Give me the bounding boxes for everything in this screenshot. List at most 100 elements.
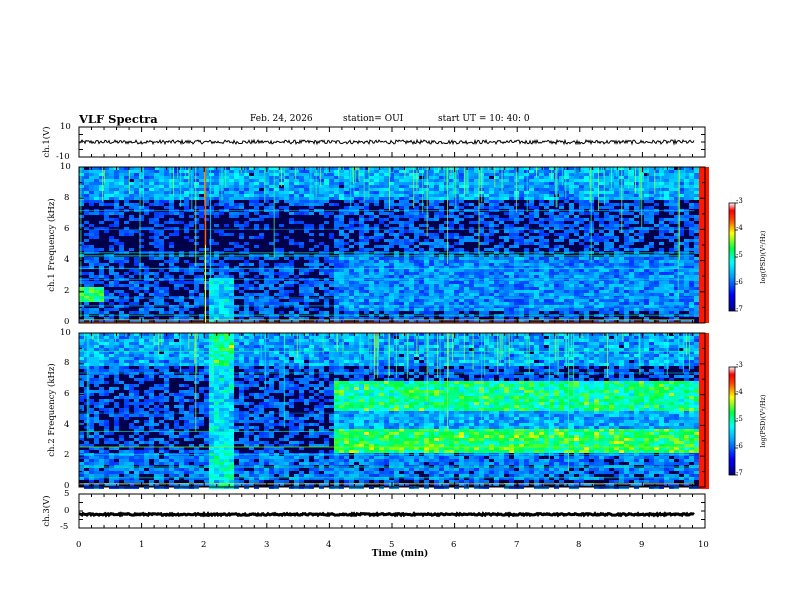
spectrogram-cell xyxy=(704,179,709,182)
spectrogram-cell xyxy=(84,212,89,215)
spectrogram-cell xyxy=(349,200,354,203)
spectrogram-cell xyxy=(424,290,429,293)
spectrogram-cell xyxy=(544,218,549,221)
spectrogram-cell xyxy=(204,212,209,215)
spectrogram-cell xyxy=(489,173,494,176)
spectrogram-cell xyxy=(539,239,544,242)
spectrogram-cell xyxy=(399,179,404,182)
spectrogram-cell xyxy=(514,293,519,296)
spectrogram-cell xyxy=(259,287,264,290)
spectrogram-cell xyxy=(369,170,374,173)
spectrogram-cell xyxy=(624,317,629,320)
spectrogram-cell xyxy=(594,266,599,269)
spectrogram-cell xyxy=(494,167,499,170)
spectrogram-cell xyxy=(219,263,224,266)
spectrogram-cell xyxy=(379,284,384,287)
spectrogram-cell xyxy=(109,224,114,227)
spectrogram-cell xyxy=(499,281,504,284)
spectrogram-cell xyxy=(524,224,529,227)
spectrogram-cell xyxy=(159,230,164,233)
spectrogram-cell xyxy=(484,308,489,311)
spectrogram-cell xyxy=(434,236,439,239)
spectrogram-cell xyxy=(444,269,449,272)
spectrogram-cell xyxy=(439,245,444,248)
spectrogram-cell xyxy=(264,182,269,185)
spectrogram-cell xyxy=(234,179,239,182)
spectrogram-cell xyxy=(539,287,544,290)
spectrogram-cell xyxy=(534,215,539,218)
spectrogram-cell xyxy=(234,242,239,245)
spectrogram-cell xyxy=(594,182,599,185)
spectrogram-cell xyxy=(514,242,519,245)
spectrogram-cell xyxy=(664,293,669,296)
spectrogram-cell xyxy=(269,212,274,215)
spectrogram-cell xyxy=(684,302,689,305)
spectrogram-cell xyxy=(354,302,359,305)
spectrogram-cell xyxy=(359,200,364,203)
spectrogram-cell xyxy=(329,317,334,320)
spectrogram-cell xyxy=(484,311,489,314)
spectrogram-cell xyxy=(579,188,584,191)
spectrogram-cell xyxy=(424,284,429,287)
spectrogram-cell xyxy=(154,224,159,227)
spectrogram-cell xyxy=(614,287,619,290)
spectrogram-cell xyxy=(399,200,404,203)
spectrogram-cell xyxy=(499,245,504,248)
spectrogram-cell xyxy=(379,287,384,290)
spectrogram-cell xyxy=(84,170,89,173)
spectrogram-cell xyxy=(424,218,429,221)
spectrogram-cell xyxy=(89,200,94,203)
spectrogram-cell xyxy=(449,221,454,224)
spectrogram-cell xyxy=(559,188,564,191)
spectrogram-cell xyxy=(494,269,499,272)
spectrogram-cell xyxy=(704,197,709,200)
spectrogram-cell xyxy=(254,275,259,278)
spectrogram-cell xyxy=(584,206,589,209)
spectrogram-cell xyxy=(399,191,404,194)
spectrogram-cell xyxy=(424,293,429,296)
spectrogram-cell xyxy=(524,287,529,290)
spectrogram-cell xyxy=(154,308,159,311)
spectrogram-cell xyxy=(129,248,134,251)
spectrogram-cell xyxy=(224,308,229,311)
spectrogram-cell xyxy=(114,170,119,173)
spectrogram-cell xyxy=(259,302,264,305)
spectrogram-cell xyxy=(424,257,429,260)
spectrogram-cell xyxy=(274,299,279,302)
spectrogram-cell xyxy=(289,290,294,293)
spectrogram-cell xyxy=(434,320,439,323)
spectrogram-cell xyxy=(389,302,394,305)
spectrogram-cell xyxy=(549,290,554,293)
spectrogram-cell xyxy=(274,257,279,260)
spectrogram-cell xyxy=(119,242,124,245)
spectrogram-cell xyxy=(394,266,399,269)
spectrogram-cell xyxy=(104,263,109,266)
spectrogram-cell xyxy=(364,212,369,215)
spectrogram-cell xyxy=(609,257,614,260)
spectrogram-cell xyxy=(274,197,279,200)
spectrogram-cell xyxy=(379,272,384,275)
spectrogram-cell xyxy=(444,272,449,275)
spectrogram-cell xyxy=(174,320,179,323)
station-label: station= OUI xyxy=(343,114,404,124)
spectrogram-cell xyxy=(694,227,699,230)
spectrogram-cell xyxy=(259,194,264,197)
spectrogram-cell xyxy=(89,248,94,251)
spectrogram-cell xyxy=(469,281,474,284)
spectrogram-cell xyxy=(449,215,454,218)
spectrogram-cell xyxy=(349,221,354,224)
spectrogram-cell xyxy=(679,281,684,284)
spectrogram-cell xyxy=(89,317,94,320)
spectrogram-cell xyxy=(629,221,634,224)
spectrogram-cell xyxy=(179,203,184,206)
spectrogram-cell xyxy=(339,281,344,284)
spectrogram-cell xyxy=(304,299,309,302)
spectrogram-cell xyxy=(109,191,114,194)
spectrogram-cell xyxy=(564,275,569,278)
spectrogram-cell xyxy=(89,233,94,236)
spectrogram-cell xyxy=(609,299,614,302)
spectrogram-cell xyxy=(219,275,224,278)
spectrogram-cell xyxy=(554,248,559,251)
spectrogram-cell xyxy=(629,212,634,215)
spectrogram-cell xyxy=(689,191,694,194)
